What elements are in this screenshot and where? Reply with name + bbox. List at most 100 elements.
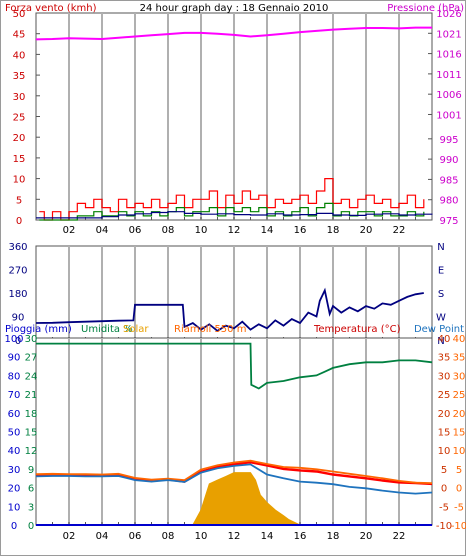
y-tick-label-right: 1006 [436, 90, 461, 101]
y-axis-title-dewpoint: Dew Point [414, 324, 464, 335]
y-tick-label-rain: 18 [25, 409, 38, 420]
y-tick-label-right: 1001 [436, 110, 461, 121]
y-tick-label-temp: 30 [438, 371, 451, 382]
y-tick-label-temp: 40 [438, 334, 451, 345]
chart-title: 24 hour graph day : 18 Gennaio 2010 [140, 3, 329, 14]
x-tick-label: 16 [294, 531, 307, 542]
y-tick-label-right: 995 [439, 135, 458, 146]
y-tick-label-humidity: 90 [8, 353, 21, 364]
x-tick-label: 22 [393, 531, 406, 542]
y-tick-label-direction: 270 [8, 266, 27, 277]
legend-entry: Pioggia (mm) [5, 324, 72, 335]
x-tick-label: 22 [393, 225, 406, 236]
y-tick-label-rain: 15 [25, 428, 38, 439]
y-tick-label-humidity: 50 [8, 428, 21, 439]
y-tick-label-left: 15 [13, 154, 26, 165]
y-axis-title-right: Pressione (hPa) [387, 3, 464, 14]
y-tick-label-cardinal: E [438, 266, 444, 277]
y-axis-title-left: Forza vento (kmh) [5, 3, 97, 14]
y-tick-label-humidity: 70 [8, 390, 21, 401]
x-tick-label: 04 [96, 225, 109, 236]
y-tick-label-humidity: 60 [8, 409, 21, 420]
x-tick-label: 10 [195, 225, 208, 236]
y-tick-label-temp: -5 [439, 502, 449, 513]
y-tick-label-direction: 180 [8, 289, 27, 300]
x-tick-label: 04 [96, 531, 109, 542]
series-pressione [35, 26, 432, 41]
y-tick-label-direction: 90 [12, 313, 25, 324]
y-tick-label-left: 35 [13, 71, 26, 82]
y-tick-label-left: 30 [13, 92, 26, 103]
y-tick-label-dewpoint: 10 [453, 446, 466, 457]
y-tick-label-humidity: 40 [8, 446, 21, 457]
y-tick-label-humidity: 10 [8, 502, 21, 513]
y-tick-label-left: 25 [13, 113, 26, 124]
y-tick-label-left: 5 [16, 195, 22, 206]
x-tick-label: 20 [360, 225, 373, 236]
y-tick-label-rain: 6 [28, 484, 34, 495]
x-tick-label: 20 [360, 531, 373, 542]
y-tick-label-rain: 9 [28, 465, 34, 476]
y-tick-label-temp: 10 [438, 446, 451, 457]
y-tick-label-temp: 35 [438, 353, 451, 364]
y-tick-label-dewpoint: 0 [456, 484, 462, 495]
x-tick-label: 12 [228, 225, 241, 236]
y-tick-label-dewpoint: 25 [453, 390, 466, 401]
x-tick-label: 06 [129, 531, 142, 542]
series-dew-point [35, 463, 433, 495]
y-tick-label-right: 985 [439, 175, 458, 186]
series-vento-medio [39, 202, 425, 221]
legend-entry: Solar [123, 324, 149, 335]
legend-entry: Riamoli 550 m [174, 324, 246, 335]
y-tick-label-rain: 27 [25, 353, 38, 364]
y-tick-label-humidity: 0 [11, 521, 17, 532]
x-tick-label: 02 [63, 531, 76, 542]
y-tick-label-cardinal: N [437, 336, 444, 347]
y-tick-label-temp: 25 [438, 390, 451, 401]
x-tick-label: 08 [162, 225, 175, 236]
y-tick-label-rain: 12 [25, 446, 38, 457]
y-tick-label-right: 980 [439, 196, 458, 207]
y-tick-label-temp: 20 [438, 409, 451, 420]
series-direzione [35, 287, 424, 333]
y-tick-label-rain: 21 [25, 390, 38, 401]
y-tick-label-rain: 3 [28, 502, 34, 513]
y-tick-label-dewpoint: 15 [453, 428, 466, 439]
y-tick-label-right: 1026 [436, 9, 461, 20]
y-tick-label-dewpoint: 20 [453, 409, 466, 420]
y-tick-label-right: 975 [439, 216, 458, 227]
y-tick-label-rain: 24 [25, 371, 38, 382]
y-tick-label-right: 1016 [436, 50, 461, 61]
y-tick-label-left: 10 [13, 175, 26, 186]
y-tick-label-temp: 15 [438, 428, 451, 439]
y-tick-label-humidity: 20 [8, 484, 21, 495]
y-axis-title-temp: Temperatura (°C) [313, 324, 401, 335]
y-tick-label-left: 45 [13, 30, 26, 41]
y-tick-label-rain: 0 [28, 521, 34, 532]
y-tick-label-dewpoint: 35 [453, 353, 466, 364]
series-solar [36, 472, 432, 526]
y-tick-label-humidity: 100 [4, 334, 23, 345]
x-tick-label: 08 [162, 531, 175, 542]
y-tick-label-left: 40 [13, 50, 26, 61]
y-tick-label-dewpoint: 30 [453, 371, 466, 382]
y-tick-label-temp: 5 [441, 465, 447, 476]
series-humidity [36, 342, 433, 390]
y-tick-label-cardinal: N [437, 242, 444, 253]
series-riamoli [35, 459, 433, 484]
legend-entry: Umidita % [81, 324, 133, 335]
y-tick-label-cardinal: W [436, 313, 446, 324]
x-tick-label: 14 [261, 225, 274, 236]
y-tick-label-temp: 0 [441, 484, 447, 495]
x-tick-label: 18 [327, 531, 340, 542]
y-tick-label-dewpoint: 5 [456, 465, 462, 476]
x-tick-label: 16 [294, 225, 307, 236]
x-tick-label: 12 [228, 531, 241, 542]
y-tick-label-left: 0 [16, 216, 22, 227]
y-tick-label-cardinal: S [438, 289, 444, 300]
x-tick-label: 10 [195, 531, 208, 542]
y-tick-label-humidity: 30 [8, 465, 21, 476]
y-tick-label-dewpoint: -10 [451, 521, 466, 532]
x-tick-label: 06 [129, 225, 142, 236]
